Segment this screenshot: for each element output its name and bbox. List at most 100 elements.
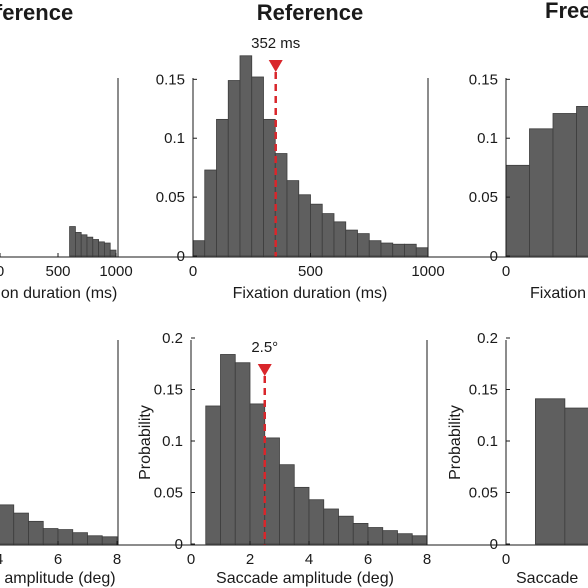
median-label: 2.5°: [251, 339, 278, 356]
median-arrow-marker: [268, 60, 283, 72]
x-tick-label: 8: [423, 551, 431, 568]
histogram-bar: [205, 405, 221, 545]
histogram-bar: [249, 403, 266, 545]
x-tick-label: 1000: [99, 263, 132, 280]
y-axis-label: Probability: [137, 405, 154, 480]
histogram-bar: [298, 194, 311, 257]
x-tick-label: 2: [246, 551, 254, 568]
y-tick-label: 0.05: [154, 485, 183, 502]
histogram-bar: [286, 180, 300, 257]
histogram-bar: [404, 243, 417, 257]
x-tick-label: 8: [113, 551, 121, 568]
histogram-bar: [234, 362, 251, 545]
panel-center-bottom: 0 2 4 6 8 0 0.05 0.1 0.15 0.2 Saccade amplitude (d…: [0, 330, 588, 587]
histogram-bar: [239, 55, 253, 257]
histogram-bar: [87, 535, 103, 545]
x-tick-label: 0: [189, 263, 197, 280]
histogram-bar: [279, 464, 295, 545]
x-axis-label: Saccade: [516, 570, 578, 587]
x-axis-label: Saccade amplitude (deg): [216, 570, 394, 587]
histogram-bar: [227, 80, 241, 257]
x-tick-label: 0: [187, 551, 195, 568]
histogram-bar: [42, 528, 59, 545]
y-tick-label: 0.05: [469, 485, 498, 502]
x-tick-label: 6: [364, 551, 372, 568]
y-axis-label: Probability: [447, 405, 464, 480]
histogram-bar: [535, 398, 566, 545]
x-tick-label: 4: [0, 551, 3, 568]
histogram-bar: [564, 407, 588, 545]
histogram-bar: [264, 437, 280, 545]
y-tick-label: 0.2: [477, 330, 498, 347]
y-tick-label: 0.1: [477, 130, 498, 147]
y-tick-label: 0.15: [156, 71, 185, 88]
histogram-bar: [98, 241, 105, 257]
histogram-bar: [204, 169, 217, 257]
histogram-bar: [552, 113, 577, 257]
y-tick-label: 0.15: [469, 382, 498, 399]
x-axis-label: Fixation: [530, 285, 586, 302]
histogram-bar: [220, 354, 236, 545]
histogram-bar: [75, 232, 82, 257]
histogram-bar: [321, 213, 335, 257]
panel-center-top: 0 500 1000 0 0.05 0.1 0.15 Reference Fixation du…: [0, 0, 588, 302]
x-axis-label: Fixation duration (ms): [0, 285, 117, 302]
histogram-bar: [310, 203, 323, 257]
y-tick-label: 0: [490, 248, 498, 265]
histogram-bar: [69, 226, 76, 257]
panel-title: Reference: [257, 0, 363, 25]
median-label: 352 ms: [251, 35, 300, 52]
x-tick-label: 500: [298, 263, 323, 280]
histogram-bar: [411, 535, 428, 545]
histogram-bar: [352, 523, 369, 545]
x-tick-label: 500: [45, 263, 70, 280]
histogram-bar: [263, 118, 276, 257]
histogram-bar: [368, 240, 382, 257]
y-tick-label: 0.15: [469, 71, 498, 88]
histogram-bar: [192, 240, 206, 257]
x-axis-label: Fixation duration (ms): [233, 285, 388, 302]
histogram-bar: [251, 76, 264, 257]
histogram-bar: [72, 532, 88, 545]
histogram-bar: [338, 515, 354, 545]
histogram-bar: [529, 128, 554, 257]
histogram-bar: [92, 239, 100, 257]
histogram-bar: [216, 118, 229, 257]
histogram-bar: [505, 164, 530, 257]
histogram-bar: [357, 233, 370, 257]
histogram-bar: [345, 229, 358, 257]
histogram-bar: [392, 243, 405, 257]
y-tick-label: 0.1: [164, 130, 185, 147]
median-arrow-marker: [257, 364, 272, 376]
histogram-bar: [308, 499, 325, 545]
histogram-bar: [576, 106, 588, 257]
y-tick-label: 0.15: [154, 382, 183, 399]
panel-left-bottom: 4 6 8 amplitude (deg): [0, 340, 588, 587]
histogram-bar: [293, 486, 310, 545]
y-tick-label: 0.1: [477, 433, 498, 450]
histogram-bar: [323, 508, 339, 545]
histogram-bar: [86, 236, 94, 257]
x-tick-label: 0: [0, 263, 4, 280]
histogram-bar: [367, 527, 384, 545]
x-tick-label: 4: [305, 551, 313, 568]
panel-title: Free: [545, 0, 588, 23]
histogram-bar: [382, 530, 398, 545]
panel-title: Reference: [0, 0, 73, 25]
histogram-bar: [333, 221, 347, 257]
y-tick-label: 0.05: [156, 189, 185, 206]
panel-right-bottom: 0 2 0 0.05 0.1 0.15 0.2 Saccade Probability: [0, 330, 588, 587]
histogram-bar: [109, 249, 117, 257]
y-tick-label: 0.1: [162, 433, 183, 450]
histogram-bar: [274, 153, 288, 257]
y-tick-label: 0: [490, 536, 498, 553]
histogram-bar: [13, 512, 29, 545]
histogram-bar: [0, 504, 15, 545]
x-axis-label: amplitude (deg): [4, 570, 115, 587]
x-tick-label: 6: [54, 551, 62, 568]
histogram-bar: [397, 533, 413, 545]
y-tick-label: 0.05: [469, 189, 498, 206]
y-tick-label: 0.2: [162, 330, 183, 347]
histogram-bar: [57, 529, 74, 545]
